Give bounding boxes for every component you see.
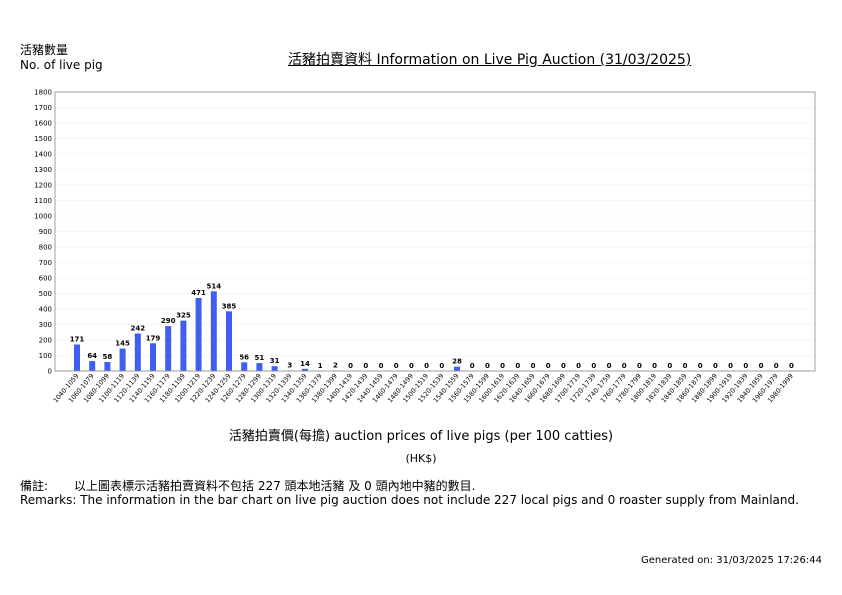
y-tick-label: 1000 bbox=[34, 213, 52, 221]
bar bbox=[165, 326, 172, 371]
data-label: 0 bbox=[379, 362, 384, 370]
data-label: 0 bbox=[743, 362, 748, 370]
data-label: 0 bbox=[394, 362, 399, 370]
y-tick-label: 800 bbox=[39, 244, 52, 252]
bar bbox=[210, 291, 217, 371]
bar bbox=[256, 363, 263, 371]
data-label: 0 bbox=[470, 362, 475, 370]
y-tick-label: 400 bbox=[39, 306, 52, 314]
bars bbox=[74, 291, 460, 371]
bar bbox=[74, 344, 80, 371]
y-axis-title-cn: 活豬數量 bbox=[20, 43, 69, 57]
chart-title: 活豬拍賣資料 Information on Live Pig Auction (… bbox=[288, 52, 692, 68]
data-label: 51 bbox=[255, 354, 265, 362]
plot-frame bbox=[54, 91, 816, 372]
bar bbox=[454, 366, 460, 371]
data-label: 0 bbox=[500, 362, 505, 370]
data-label: 0 bbox=[515, 362, 520, 370]
bar bbox=[150, 343, 156, 371]
data-label: 0 bbox=[713, 362, 718, 370]
data-label: 242 bbox=[130, 324, 145, 332]
y-tick-label: 1200 bbox=[34, 182, 52, 190]
bar-chart: 0100200300400500600700800900100011001200… bbox=[34, 89, 816, 404]
y-tick-label: 1600 bbox=[34, 120, 52, 128]
bar bbox=[226, 311, 232, 371]
data-label: 0 bbox=[759, 362, 764, 370]
data-label: 0 bbox=[637, 362, 642, 370]
data-label: 3 bbox=[287, 362, 292, 370]
y-tick-label: 100 bbox=[39, 352, 52, 360]
y-tick-label: 200 bbox=[39, 337, 52, 345]
generated-timestamp: Generated on: 31/03/2025 17:26:44 bbox=[641, 555, 822, 566]
data-label: 145 bbox=[115, 340, 130, 348]
data-label: 56 bbox=[239, 353, 249, 361]
data-label: 58 bbox=[103, 353, 113, 361]
y-tick-label: 1500 bbox=[34, 135, 52, 143]
y-tick-label: 1100 bbox=[34, 197, 52, 205]
x-tick-labels: 1040-10591060-10791080-10991100-11191120… bbox=[52, 372, 795, 404]
data-label: 0 bbox=[622, 362, 627, 370]
data-label: 171 bbox=[70, 335, 85, 343]
data-label: 471 bbox=[191, 289, 206, 297]
y-tick-label: 1300 bbox=[34, 166, 52, 174]
data-label: 0 bbox=[652, 362, 657, 370]
data-label: 0 bbox=[409, 362, 414, 370]
data-label: 0 bbox=[546, 362, 551, 370]
y-axis-title-en: No. of live pig bbox=[20, 58, 103, 72]
bar bbox=[180, 320, 187, 371]
bar bbox=[89, 361, 96, 371]
data-label: 0 bbox=[591, 362, 596, 370]
y-tick-label: 600 bbox=[39, 275, 52, 283]
bar bbox=[271, 366, 278, 371]
data-label: 0 bbox=[561, 362, 566, 370]
bar bbox=[134, 333, 141, 371]
data-label: 0 bbox=[485, 362, 490, 370]
data-label: 0 bbox=[667, 362, 672, 370]
y-tick-label: 1700 bbox=[34, 104, 52, 112]
y-tick-labels: 0 100 200 300 400 500 600 700 800 900 1000 1100 1200… bbox=[34, 89, 52, 376]
data-label: 0 bbox=[363, 362, 368, 370]
bar bbox=[104, 362, 111, 371]
remark-cn: 備註: 以上圖表標示活豬拍賣資料不包括 227 頭本地活豬 及 0 頭內地中豬的數… bbox=[20, 477, 475, 494]
data-label: 0 bbox=[348, 362, 353, 370]
remark-en: Remarks: The information in the bar char… bbox=[20, 493, 799, 507]
x-axis-unit: (HK$) bbox=[405, 452, 437, 465]
data-label: 0 bbox=[439, 362, 444, 370]
data-label: 64 bbox=[87, 352, 97, 360]
data-label: 0 bbox=[789, 362, 794, 370]
y-tick-label: 700 bbox=[39, 259, 52, 267]
data-label: 0 bbox=[576, 362, 581, 370]
data-label: 28 bbox=[452, 358, 462, 366]
remark-cn-text: 以上圖表標示活豬拍賣資料不包括 227 頭本地活豬 及 0 頭內地中豬的數目. bbox=[74, 479, 476, 493]
data-label: 0 bbox=[531, 362, 536, 370]
data-label: 179 bbox=[146, 334, 161, 342]
data-label: 0 bbox=[774, 362, 779, 370]
data-label: 385 bbox=[222, 302, 237, 310]
data-label: 14 bbox=[300, 360, 310, 368]
bar bbox=[195, 297, 202, 371]
data-label: 0 bbox=[424, 362, 429, 370]
y-tick-label: 1400 bbox=[34, 151, 52, 159]
data-label: 1 bbox=[318, 362, 323, 370]
bar bbox=[302, 368, 308, 371]
y-tick-label: 900 bbox=[39, 228, 52, 236]
data-label: 0 bbox=[728, 362, 733, 370]
data-label: 2 bbox=[333, 362, 338, 370]
bar bbox=[241, 362, 248, 371]
y-tick-label: 0 bbox=[48, 368, 52, 376]
data-label: 0 bbox=[607, 362, 612, 370]
y-tick-label: 300 bbox=[39, 321, 52, 329]
data-label: 31 bbox=[270, 357, 280, 365]
y-tick-label: 1800 bbox=[34, 89, 52, 97]
remark-cn-label: 備註: bbox=[20, 479, 49, 493]
bar bbox=[119, 348, 126, 371]
data-label: 0 bbox=[698, 362, 703, 370]
data-label: 0 bbox=[683, 362, 688, 370]
data-label: 514 bbox=[206, 282, 221, 290]
data-label: 325 bbox=[176, 312, 191, 320]
data-label: 290 bbox=[161, 317, 176, 325]
y-tick-label: 500 bbox=[39, 290, 52, 298]
x-axis-title: 活豬拍賣價(每擔) auction prices of live pigs (p… bbox=[228, 429, 614, 444]
